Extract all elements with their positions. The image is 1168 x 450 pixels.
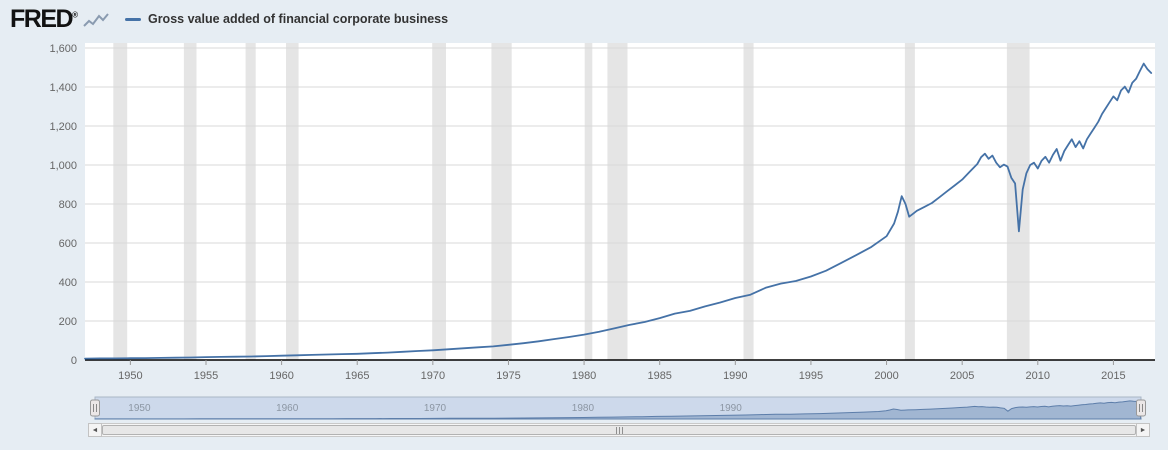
x-tick-label: 1970 [421, 370, 445, 382]
x-tick-label: 2015 [1101, 370, 1125, 382]
horizontal-scrollbar[interactable]: ◄ ► [88, 423, 1150, 437]
y-tick-label: 600 [59, 238, 77, 250]
main-chart[interactable]: 0 200 400 600 800 1,000 1,200 1,400 1,600 1950 195… [0, 38, 1168, 390]
scrollbar-track[interactable] [102, 423, 1136, 437]
navigator-handle-right[interactable] [1136, 399, 1146, 417]
legend-label: Gross value added of financial corporate… [147, 12, 449, 26]
scrollbar-thumb[interactable] [102, 425, 1136, 435]
x-tick-label: 1955 [194, 370, 218, 382]
recession-band [1006, 43, 1030, 360]
x-tick-label: 2000 [874, 370, 898, 382]
scrollbar-left-button[interactable]: ◄ [88, 423, 102, 437]
recession-band [904, 43, 915, 360]
recession-band [432, 43, 446, 360]
legend: Gross value added of financial corporate… [124, 12, 449, 26]
legend-line-sample [124, 17, 141, 21]
recession-band [286, 43, 299, 360]
x-tick-label: 1975 [496, 370, 520, 382]
x-tick-label: 2010 [1026, 370, 1050, 382]
scrollbar-grip-icon [615, 426, 623, 434]
y-tick-label: 400 [59, 277, 77, 289]
y-tick-label: 800 [59, 199, 77, 211]
y-tick-label: 200 [59, 316, 77, 328]
x-tick-label: 1995 [799, 370, 823, 382]
recession-band [607, 43, 628, 360]
recession-band [245, 43, 256, 360]
recession-band [743, 43, 754, 360]
x-tick-label: 2005 [950, 370, 974, 382]
recession-band [584, 43, 593, 360]
scrollbar-right-button[interactable]: ► [1136, 423, 1150, 437]
fred-logo[interactable]: FRED® [10, 4, 78, 33]
x-tick-label: 1950 [118, 370, 142, 382]
recession-band [491, 43, 512, 360]
fred-logo-text: FRED [10, 4, 74, 33]
chart-squiggle-icon [83, 13, 109, 27]
left-arrow-icon: ◄ [91, 426, 99, 434]
x-tick-label: 1990 [723, 370, 747, 382]
navigator-tick-label: 1980 [572, 403, 595, 414]
y-tick-label: 0 [71, 355, 77, 367]
navigator-handle-left[interactable] [90, 399, 100, 417]
y-tick-label: 1,600 [49, 43, 77, 55]
recession-band [183, 43, 197, 360]
navigator-tick-label: 1970 [424, 403, 447, 414]
x-tick-label: 1965 [345, 370, 369, 382]
x-tick-label: 1985 [647, 370, 671, 382]
header: FRED® Gross value added of financial cor… [0, 0, 1168, 38]
series-line[interactable] [84, 62, 1153, 360]
navigator-tick-label: 1990 [720, 403, 743, 414]
registered-mark: ® [72, 10, 78, 20]
x-tick-label: 1960 [269, 370, 293, 382]
navigator-tick-label: 1950 [128, 403, 151, 414]
recession-band [113, 43, 128, 360]
y-tick-label: 1,200 [49, 121, 77, 133]
right-arrow-icon: ► [1139, 426, 1147, 434]
range-navigator[interactable]: 1950 1960 1970 1980 1990 [0, 395, 1168, 422]
x-tick-label: 1980 [572, 370, 596, 382]
navigator-area [94, 400, 1142, 420]
y-tick-label: 1,000 [49, 160, 77, 172]
y-tick-label: 1,400 [49, 82, 77, 94]
navigator-tick-label: 1960 [276, 403, 299, 414]
